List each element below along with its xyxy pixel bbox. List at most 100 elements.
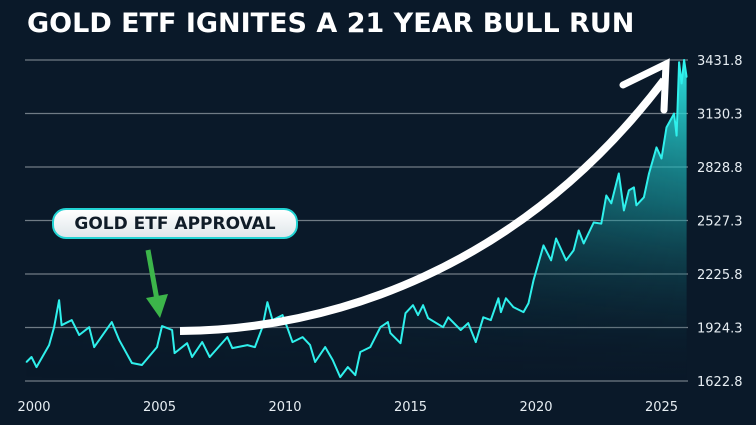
data-point	[58, 299, 60, 302]
trend-arrow	[179, 77, 668, 335]
data-point	[582, 242, 585, 245]
data-point	[88, 326, 91, 328]
gold-etf-approval-annotation: GOLD ETF APPROVAL	[52, 208, 298, 239]
data-point	[266, 301, 269, 303]
data-point	[118, 339, 121, 341]
data-point	[173, 352, 176, 354]
data-point	[231, 347, 234, 349]
data-point	[291, 341, 294, 343]
data-point	[497, 297, 500, 300]
data-point	[490, 319, 492, 321]
data-point	[339, 376, 342, 378]
data-point	[683, 59, 685, 61]
y-tick-label: 2225.8	[697, 268, 743, 283]
data-point	[417, 314, 419, 316]
data-point	[648, 172, 650, 175]
data-point	[628, 189, 630, 192]
data-point	[605, 194, 608, 197]
data-point	[301, 336, 304, 338]
data-point	[655, 146, 658, 149]
y-axis: 1622.8 1924.3 2225.8 2527.3 2828.8 3130.3 3431…	[697, 54, 743, 390]
data-point	[412, 304, 414, 306]
data-point	[131, 362, 133, 364]
data-point	[675, 134, 678, 137]
data-point	[532, 279, 535, 282]
data-point	[359, 351, 362, 353]
data-point	[404, 312, 407, 314]
trend-arrowhead-icon	[619, 58, 670, 114]
data-point	[171, 329, 173, 331]
data-point	[286, 327, 289, 329]
data-point	[592, 221, 595, 224]
price-area-fill	[26, 60, 687, 425]
data-point	[442, 326, 444, 328]
data-point	[660, 157, 663, 160]
chart-title: GOLD ETF IGNITES A 21 YEAR BULL RUN	[27, 8, 635, 39]
data-point	[369, 346, 372, 348]
data-point	[665, 126, 668, 129]
green-arrow-icon	[145, 249, 168, 318]
data-point	[161, 325, 163, 327]
data-point	[226, 336, 229, 338]
data-point	[379, 326, 382, 328]
data-point	[635, 204, 638, 207]
data-point	[309, 344, 311, 346]
data-point	[577, 229, 580, 232]
data-point	[618, 172, 620, 175]
data-point	[35, 366, 38, 368]
data-point	[399, 342, 402, 344]
data-point	[48, 344, 50, 346]
data-point	[30, 356, 33, 358]
data-point	[685, 76, 688, 78]
data-point	[208, 356, 211, 358]
data-point	[246, 344, 249, 346]
data-point	[623, 209, 625, 212]
y-tick-label: 1924.3	[697, 322, 743, 337]
data-point	[387, 321, 389, 323]
data-point	[505, 297, 507, 300]
data-point	[346, 366, 349, 368]
data-point	[550, 259, 552, 262]
data-point	[354, 374, 357, 376]
data-point	[254, 346, 256, 348]
y-tick-label: 3130.3	[697, 108, 743, 123]
data-point	[565, 259, 567, 262]
data-point	[70, 319, 73, 321]
data-point	[25, 361, 28, 363]
data-point	[141, 364, 143, 366]
data-point	[60, 324, 63, 327]
data-point	[427, 317, 429, 319]
data-point	[512, 306, 515, 308]
data-point	[680, 82, 683, 85]
data-point	[53, 326, 55, 328]
data-point	[542, 244, 545, 247]
data-point	[447, 316, 449, 319]
data-point	[474, 341, 477, 343]
data-point	[324, 346, 326, 348]
data-point	[527, 302, 530, 305]
data-point	[678, 61, 680, 64]
data-point	[600, 222, 603, 225]
data-point	[673, 112, 675, 115]
data-point	[331, 359, 334, 361]
data-point	[572, 249, 575, 252]
data-points	[25, 59, 688, 378]
data-point	[482, 316, 485, 319]
data-point	[555, 237, 557, 240]
data-point	[422, 304, 424, 306]
data-point	[459, 329, 462, 331]
data-point	[201, 341, 203, 343]
data-point	[389, 332, 392, 334]
y-tick-label: 3431.8	[697, 54, 743, 69]
data-point	[314, 361, 316, 363]
data-point	[156, 346, 158, 348]
data-point	[633, 186, 635, 189]
data-point	[522, 311, 525, 313]
y-tick-label: 1622.8	[697, 375, 743, 390]
data-point	[78, 334, 80, 336]
data-point	[191, 356, 193, 358]
data-point	[281, 314, 284, 316]
y-tick-label: 2527.3	[697, 215, 743, 230]
data-point	[610, 202, 613, 205]
